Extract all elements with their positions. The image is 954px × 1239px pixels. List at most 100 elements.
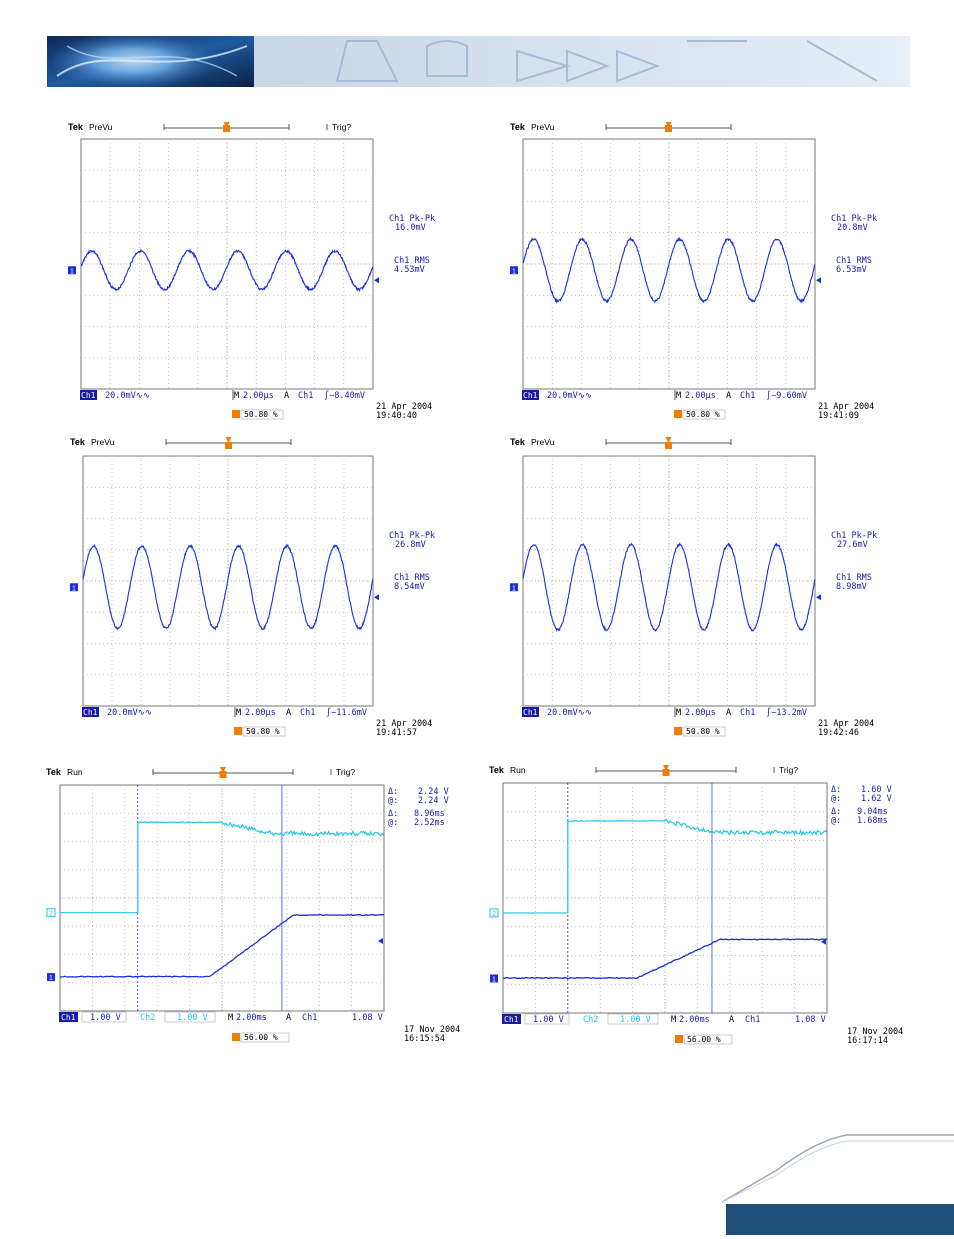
trigger-mode: A (284, 391, 289, 401)
ch1-scale: 20.0mV∿∿ (547, 391, 592, 401)
timebase-prefix: M (676, 391, 681, 401)
ch1-scale: 20.0mV∿∿ (105, 391, 150, 401)
trigger-mode: A (729, 1015, 734, 1025)
scope-startup-1: Tek Run Trig? 2 1 Δ: 2.24 V @: 2.24 V Δ: 8.96ms @: 2… (46, 765, 460, 1055)
cursor-at-v-value: 1.62 V (861, 794, 892, 804)
scope-ripple-1: Tek PreVu Trig? 1 Ch1 Pk-Pk 16.0mV Ch1 RMS 4.53… (68, 120, 435, 422)
trigger-level-arrow (378, 937, 383, 944)
trigger-source: Ch1 (302, 1013, 317, 1023)
capture-date: 21 Apr 2004 (818, 402, 874, 412)
trig-status: Trig? (332, 122, 351, 132)
cursor-delta-t-label: Δ: (388, 809, 398, 819)
trigger-mode: A (726, 391, 731, 401)
trigger-level-arrow (374, 594, 379, 601)
trigger-position-pct: 50.80 % (686, 410, 720, 419)
trigger-position-pct: 50.80 % (244, 410, 278, 419)
ch1-ground-marker (510, 266, 518, 275)
meas-pkpk-label: Ch1 Pk-Pk (831, 531, 877, 541)
cursor-at-t-label: @: (831, 816, 841, 826)
meas-pkpk-value: 26.8mV (395, 540, 426, 550)
timebase-value: 2.00ms (236, 1013, 267, 1023)
trigger-marker (665, 437, 672, 443)
cursor-at-v-value: 2.24 V (418, 796, 449, 806)
meas-rms-value: 8.98mV (836, 582, 867, 592)
capture-date: 21 Apr 2004 (376, 402, 432, 412)
capture-date: 21 Apr 2004 (376, 719, 432, 729)
ch1-marker-label: 1 (70, 268, 74, 275)
trigger-pos-box (682, 726, 726, 737)
trigger-source: Ch1 (745, 1015, 760, 1025)
graticule-grid (60, 785, 384, 1011)
meas-rms-label: Ch1 RMS (836, 256, 872, 266)
trigger-marker (225, 437, 232, 443)
ch1-badge (522, 390, 539, 400)
mode-label: Run (67, 767, 83, 777)
trigger-pos-box (682, 409, 726, 420)
ch1-ripple-waveform (80, 248, 374, 293)
meas-pkpk-value: 20.8mV (837, 223, 868, 233)
ch1-marker-label: 1 (492, 977, 496, 984)
cursor-delta-v-value: 1.60 V (861, 785, 892, 795)
meas-pkpk-value: 16.0mV (395, 223, 426, 233)
ch2-scale-box (607, 1013, 659, 1025)
trigger-pos-box (683, 1034, 733, 1045)
capture-date: 17 Nov 2004 (404, 1025, 460, 1035)
meas-pkpk-label: Ch1 Pk-Pk (831, 214, 877, 224)
ch1-badge (522, 707, 539, 717)
ch2-scale-box (164, 1011, 216, 1023)
meas-rms-value: 6.53mV (836, 265, 867, 275)
cursor-at-t-value: 2.52ms (414, 818, 445, 828)
trigger-source: Ch1 (298, 391, 313, 401)
ch1-badge (59, 1012, 78, 1022)
timebase-prefix: M (671, 1015, 676, 1025)
cursor-at-t-label: @: (388, 818, 398, 828)
cursor-delta-v-value: 2.24 V (418, 787, 449, 797)
ch1-badge-label: Ch1 (83, 708, 98, 717)
trigger-level: ∫−9.60mV (766, 390, 807, 401)
brand-label: Tek (70, 437, 86, 447)
graticule-grid (81, 139, 373, 389)
scope-ripple-4: Tek PreVu 1 Ch1 Pk-Pk 27.6mV Ch1 RMS 8.98mV Ch1… (510, 435, 877, 738)
ch1-ground-marker (70, 583, 78, 592)
trigger-level: ∫−8.40mV (324, 390, 365, 401)
trigger-position-pct: 56.00 % (687, 1035, 721, 1044)
trigger-pos-icon (232, 1033, 240, 1041)
scope-ripple-2: Tek PreVu 1 Ch1 Pk-Pk 20.8mV Ch1 RMS 6.53mV Ch1… (510, 120, 877, 422)
meas-rms-label: Ch1 RMS (394, 573, 430, 583)
ch2-ground-marker (489, 908, 499, 918)
ch2-label: Ch2 (140, 1013, 155, 1023)
ch1-badge (502, 1014, 521, 1024)
ch1-ground-marker (47, 973, 55, 982)
ch2-label: Ch2 (583, 1015, 598, 1025)
trigger-pos-box (240, 409, 284, 420)
timebase-value: 2.00µs (245, 708, 276, 718)
trigger-mode: A (726, 708, 731, 718)
ch1-marker-label: 1 (512, 585, 516, 592)
ch2-marker-label: 2 (492, 911, 496, 918)
graticule-grid (503, 783, 827, 1013)
cursor-delta-t-value: 9.04ms (857, 807, 888, 817)
footer-logo (721, 1130, 954, 1235)
trigger-pos-box (242, 726, 286, 737)
trigger-pos-icon (234, 727, 242, 735)
trigger-level: ∫−13.2mV (766, 707, 807, 718)
trigger-mode: A (286, 708, 291, 718)
ch2-ground-marker (46, 908, 56, 918)
ch1-scale-box (81, 1011, 127, 1023)
ch1-output-waveform (59, 913, 385, 978)
timebase-value: 2.00µs (685, 391, 716, 401)
ch1-scale: 1.00 V (90, 1013, 121, 1023)
capture-time: 19:41:57 (376, 728, 417, 738)
ch1-ground-marker (490, 974, 498, 983)
meas-rms-value: 8.54mV (394, 582, 425, 592)
trigger-pos-icon (674, 410, 682, 418)
capture-time: 19:41:09 (818, 411, 859, 421)
brand-label: Tek (510, 122, 526, 132)
ch1-ripple-waveform (522, 542, 816, 633)
meas-pkpk-label: Ch1 Pk-Pk (389, 214, 435, 224)
trigger-position-icon (219, 771, 227, 778)
meas-rms-value: 4.53mV (394, 265, 425, 275)
brand-label: Tek (68, 122, 84, 132)
cursor-delta-v-label: Δ: (831, 785, 841, 795)
